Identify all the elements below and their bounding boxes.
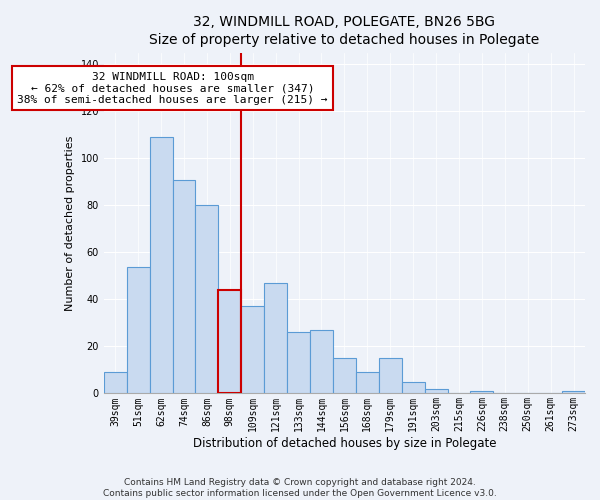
Text: Contains HM Land Registry data © Crown copyright and database right 2024.
Contai: Contains HM Land Registry data © Crown c… — [103, 478, 497, 498]
Bar — [127, 266, 149, 394]
Bar — [562, 391, 585, 394]
Bar — [104, 372, 127, 394]
Bar — [218, 290, 241, 394]
Y-axis label: Number of detached properties: Number of detached properties — [65, 136, 75, 311]
Bar — [470, 391, 493, 394]
Bar — [333, 358, 356, 394]
Bar — [379, 358, 401, 394]
Title: 32, WINDMILL ROAD, POLEGATE, BN26 5BG
Size of property relative to detached hous: 32, WINDMILL ROAD, POLEGATE, BN26 5BG Si… — [149, 15, 539, 48]
X-axis label: Distribution of detached houses by size in Polegate: Distribution of detached houses by size … — [193, 437, 496, 450]
Bar — [425, 388, 448, 394]
Bar — [196, 206, 218, 394]
Bar — [173, 180, 196, 394]
Bar — [241, 306, 264, 394]
Bar — [287, 332, 310, 394]
Bar — [310, 330, 333, 394]
Bar — [356, 372, 379, 394]
Bar — [149, 138, 173, 394]
Bar — [264, 283, 287, 394]
Text: 32 WINDMILL ROAD: 100sqm
← 62% of detached houses are smaller (347)
38% of semi-: 32 WINDMILL ROAD: 100sqm ← 62% of detach… — [17, 72, 328, 104]
Bar — [401, 382, 425, 394]
